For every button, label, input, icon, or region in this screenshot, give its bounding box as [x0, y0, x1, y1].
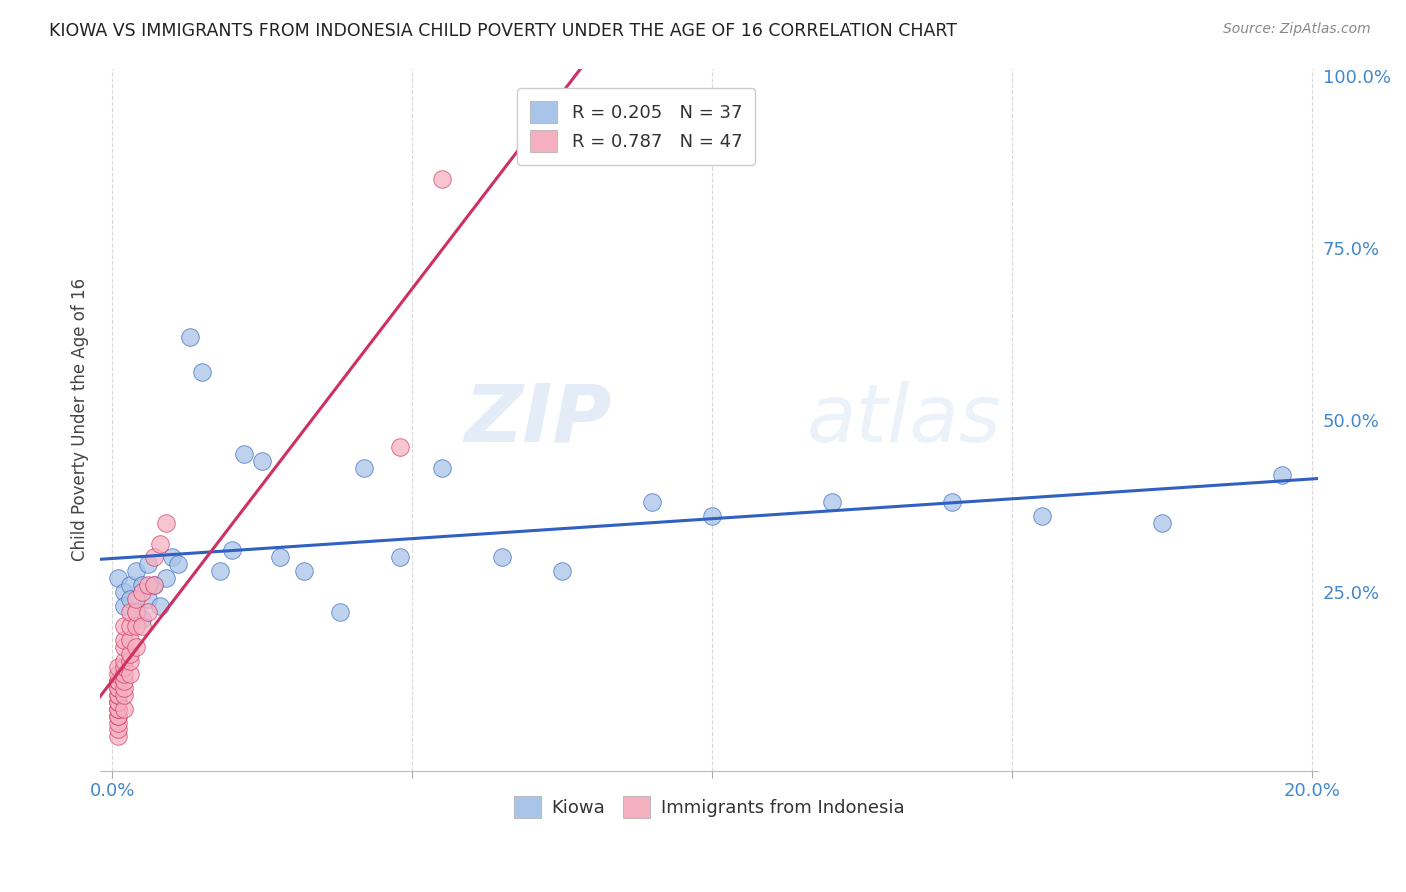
Point	[107, 674, 129, 689]
Point	[107, 702, 129, 716]
Point	[120, 606, 142, 620]
Point	[120, 619, 142, 633]
Point	[353, 461, 375, 475]
Point	[107, 681, 129, 695]
Point	[131, 578, 153, 592]
Point	[138, 578, 160, 592]
Point	[120, 632, 142, 647]
Point	[131, 619, 153, 633]
Point	[551, 564, 574, 578]
Point	[221, 543, 243, 558]
Point	[107, 674, 129, 689]
Point	[107, 695, 129, 709]
Point	[162, 550, 184, 565]
Point	[107, 729, 129, 743]
Point	[107, 688, 129, 702]
Point	[120, 654, 142, 668]
Point	[641, 495, 664, 509]
Point	[143, 578, 166, 592]
Point	[1152, 516, 1174, 530]
Point	[167, 558, 190, 572]
Point	[125, 640, 148, 654]
Point	[112, 599, 135, 613]
Point	[107, 667, 129, 681]
Point	[389, 550, 412, 565]
Point	[292, 564, 315, 578]
Point	[149, 536, 172, 550]
Point	[107, 695, 129, 709]
Point	[112, 632, 135, 647]
Point	[125, 606, 148, 620]
Point	[143, 550, 166, 565]
Text: KIOWA VS IMMIGRANTS FROM INDONESIA CHILD POVERTY UNDER THE AGE OF 16 CORRELATION: KIOWA VS IMMIGRANTS FROM INDONESIA CHILD…	[49, 22, 957, 40]
Point	[149, 599, 172, 613]
Point	[112, 640, 135, 654]
Point	[432, 461, 454, 475]
Point	[112, 654, 135, 668]
Legend: Kiowa, Immigrants from Indonesia: Kiowa, Immigrants from Indonesia	[506, 789, 912, 825]
Point	[112, 681, 135, 695]
Point	[131, 612, 153, 626]
Point	[329, 606, 352, 620]
Point	[138, 606, 160, 620]
Point	[1271, 467, 1294, 482]
Point	[191, 365, 214, 379]
Point	[107, 708, 129, 723]
Point	[491, 550, 513, 565]
Point	[209, 564, 232, 578]
Point	[233, 447, 256, 461]
Text: Source: ZipAtlas.com: Source: ZipAtlas.com	[1223, 22, 1371, 37]
Point	[107, 681, 129, 695]
Point	[941, 495, 963, 509]
Point	[107, 723, 129, 737]
Point	[269, 550, 291, 565]
Point	[125, 606, 148, 620]
Point	[1031, 509, 1053, 524]
Point	[143, 578, 166, 592]
Point	[131, 584, 153, 599]
Point	[389, 440, 412, 454]
Point	[107, 660, 129, 674]
Point	[702, 509, 724, 524]
Point	[155, 571, 177, 585]
Point	[155, 516, 177, 530]
Point	[138, 591, 160, 606]
Point	[120, 591, 142, 606]
Point	[125, 619, 148, 633]
Point	[125, 591, 148, 606]
Point	[112, 660, 135, 674]
Point	[112, 674, 135, 689]
Point	[112, 584, 135, 599]
Point	[138, 558, 160, 572]
Point	[120, 667, 142, 681]
Point	[112, 688, 135, 702]
Point	[125, 564, 148, 578]
Point	[112, 702, 135, 716]
Point	[112, 667, 135, 681]
Point	[112, 619, 135, 633]
Text: atlas: atlas	[807, 381, 1001, 458]
Point	[252, 454, 274, 468]
Point	[107, 715, 129, 730]
Point	[432, 172, 454, 186]
Point	[821, 495, 844, 509]
Point	[179, 330, 201, 344]
Point	[120, 647, 142, 661]
Point	[107, 702, 129, 716]
Y-axis label: Child Poverty Under the Age of 16: Child Poverty Under the Age of 16	[72, 278, 89, 561]
Point	[107, 688, 129, 702]
Point	[107, 708, 129, 723]
Point	[107, 571, 129, 585]
Point	[120, 578, 142, 592]
Text: ZIP: ZIP	[464, 381, 612, 458]
